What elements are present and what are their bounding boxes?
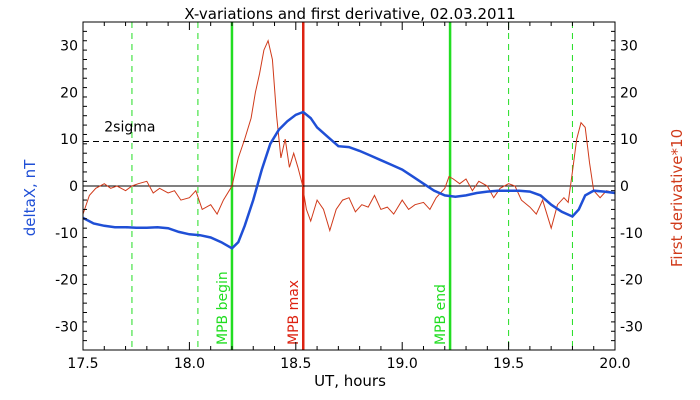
plot-frame <box>82 21 616 351</box>
y-tick-label-left-3: 0 <box>69 179 78 195</box>
y-tick-label-right-5: -20 <box>620 273 643 289</box>
y-tick-label-left-4: -10 <box>55 226 78 242</box>
sigma-label: 2sigma <box>104 119 155 135</box>
y-tick-label-right-0: 30 <box>620 38 638 54</box>
deltax-series-line <box>82 110 616 250</box>
x-tick-label-5: 20.0 <box>599 356 630 372</box>
y-tick-label-right-2: 10 <box>620 132 638 148</box>
left-axis-ticks: 30 20 10 0 -10 -20 -30 <box>55 21 87 351</box>
x-axis-ticks: 17.5 18.0 18.5 19.0 19.5 20.0 <box>67 22 631 372</box>
y-tick-label-left-6: -30 <box>55 320 78 336</box>
derivative-series-line <box>82 39 616 233</box>
y-tick-label-right-4: -10 <box>620 226 643 242</box>
chart-title: X-variations and first derivative, 02.03… <box>184 5 515 23</box>
y-tick-label-right-1: 20 <box>620 85 638 101</box>
x-tick-label-2: 18.5 <box>280 356 311 372</box>
marker-label-mpb-begin: MPB begin <box>215 271 231 345</box>
left-axis-label: deltaX, nT <box>21 159 39 236</box>
x-axis-label: UT, hours <box>314 372 386 390</box>
marker-label-mpb-max: MPB max <box>286 280 302 345</box>
y-tick-label-right-6: -30 <box>620 320 643 336</box>
right-axis-ticks: 30 20 10 0 -10 -20 -30 <box>611 21 643 351</box>
x-tick-label-1: 18.0 <box>174 356 205 372</box>
marker-label-mpb-end: MPB end <box>433 284 449 345</box>
right-axis-label: First derivative*10 <box>668 129 686 267</box>
y-tick-label-left-5: -20 <box>55 273 78 289</box>
y-tick-label-left-1: 20 <box>60 85 78 101</box>
x-tick-label-4: 19.5 <box>493 356 524 372</box>
y-tick-label-right-3: 0 <box>620 179 629 195</box>
x-tick-label-0: 17.5 <box>67 356 98 372</box>
y-tick-label-left-0: 30 <box>60 38 78 54</box>
y-tick-label-left-2: 10 <box>60 132 78 148</box>
x-tick-label-3: 19.0 <box>387 356 418 372</box>
